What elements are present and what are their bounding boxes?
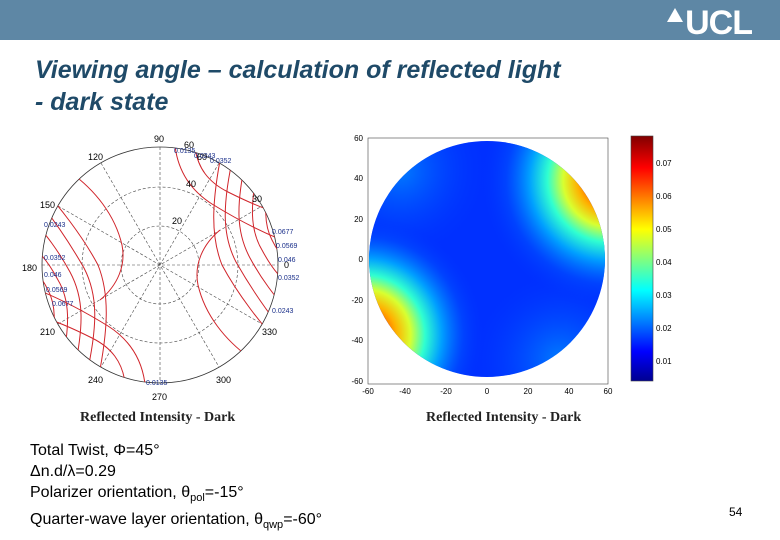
angle-label-0: 0 xyxy=(284,260,289,270)
angle-label-150: 150 xyxy=(40,200,55,210)
x-tick: 0 xyxy=(485,387,490,396)
qwp-text: Quarter-wave layer orientation, θ xyxy=(30,511,263,529)
angle-label-120: 120 xyxy=(88,152,103,162)
twist-param: Total Twist, Φ=45° xyxy=(30,442,160,459)
contour-label: 0.0243 xyxy=(194,153,216,160)
polar-radius-labels: 20 40 60 xyxy=(172,152,207,226)
y-tick: -20 xyxy=(351,296,363,305)
colorbar-tick: 0.03 xyxy=(656,291,672,300)
polarizer-param: Polarizer orientation, θpol=-15° xyxy=(30,482,322,509)
polar-grid xyxy=(42,147,278,383)
colorbar-tick: 0.01 xyxy=(656,357,672,366)
angle-label-240: 240 xyxy=(88,375,103,385)
map-caption: Reflected Intensity - Dark xyxy=(426,410,582,425)
contour-label: 0.0677 xyxy=(272,229,294,236)
polar-angle-labels: 90 60 30 0 330 300 270 240 210 180 150 1… xyxy=(22,134,289,402)
dnd-param: Δn.d/λ=0.29 xyxy=(30,463,116,480)
intensity-map: 60 40 20 0 -20 -40 -60 -60 -40 -20 0 20 … xyxy=(351,134,672,396)
map-x-ticks: -60 -40 -20 0 20 40 60 xyxy=(362,387,613,396)
colorbar-tick: 0.05 xyxy=(656,225,672,234)
angle-label-300: 300 xyxy=(216,375,231,385)
x-tick: 40 xyxy=(565,387,574,396)
polarizer-value: =-15° xyxy=(204,484,244,501)
polar-caption: Reflected Intensity - Dark xyxy=(80,410,236,425)
colorbar-tick: 0.07 xyxy=(656,159,672,168)
angle-label-330: 330 xyxy=(262,327,277,337)
qwp-param: Quarter-wave layer orientation, θqwp=-60… xyxy=(30,509,322,536)
map-y-ticks: 60 40 20 0 -20 -40 -60 xyxy=(351,134,363,386)
angle-label-180: 180 xyxy=(22,263,37,273)
polarizer-text: Polarizer orientation, θ xyxy=(30,484,191,501)
title-line-2: - dark state xyxy=(35,88,169,116)
polar-contour-labels: 0.0243 0.0352 0.046 0.0569 0.0677 0.0677… xyxy=(44,148,300,387)
y-tick: 0 xyxy=(359,255,364,264)
colorbar-tick: 0.02 xyxy=(656,324,672,333)
polar-plot: 90 60 30 0 330 300 270 240 210 180 150 1… xyxy=(22,134,300,402)
portico-icon xyxy=(667,8,684,22)
contour-label: 0.0352 xyxy=(210,158,232,165)
logo-text: UCL xyxy=(685,4,753,42)
angle-label-270: 270 xyxy=(152,392,167,402)
header-bar: UCL xyxy=(0,0,780,40)
radius-label-20: 20 xyxy=(172,216,182,226)
contour-label: 0.0677 xyxy=(52,301,74,308)
page-number: 54 xyxy=(729,505,743,519)
angle-label-30: 30 xyxy=(252,194,262,204)
y-tick: 60 xyxy=(354,134,363,143)
colorbar-tick: 0.04 xyxy=(656,258,672,267)
angle-label-90: 90 xyxy=(154,134,164,144)
x-tick: -60 xyxy=(362,387,374,396)
x-tick: 60 xyxy=(604,387,613,396)
x-tick: 20 xyxy=(524,387,533,396)
map-disc xyxy=(369,141,605,377)
colorbar-tick: 0.06 xyxy=(656,192,672,201)
qwp-sub: qwp xyxy=(263,519,284,532)
x-tick: -40 xyxy=(399,387,411,396)
y-tick: -40 xyxy=(351,336,363,345)
y-tick: 40 xyxy=(354,174,363,183)
parameter-list: Total Twist, Φ=45° Δn.d/λ=0.29 Polarizer… xyxy=(30,440,322,536)
contour-label: 0.0243 xyxy=(44,222,66,229)
contour-label: 0.0352 xyxy=(44,255,66,262)
y-tick: -60 xyxy=(351,377,363,386)
contour-label: 0.0569 xyxy=(46,287,68,294)
contour-label: 0.046 xyxy=(44,272,62,279)
x-tick: -20 xyxy=(440,387,452,396)
polar-outer-circle xyxy=(41,146,279,384)
ucl-logo: UCL xyxy=(667,4,753,42)
contour-label: 0.046 xyxy=(278,257,296,264)
qwp-value: =-60° xyxy=(283,511,323,529)
angle-label-210: 210 xyxy=(40,327,55,337)
contour-label: 0.0569 xyxy=(276,243,298,250)
contour-label: 0.0135 xyxy=(146,380,168,387)
radius-label-60: 60 xyxy=(197,152,207,162)
slide-title: Viewing angle – calculation of reflected… xyxy=(35,54,715,118)
y-tick: 20 xyxy=(354,215,363,224)
colorbar-ticks: 0.07 0.06 0.05 0.04 0.03 0.02 0.01 xyxy=(656,159,672,366)
angle-label-60: 60 xyxy=(184,140,194,150)
colorbar xyxy=(630,135,654,382)
contour-label: 0.0352 xyxy=(278,275,300,282)
contour-label: 0.0135 xyxy=(174,148,196,155)
contour-label: 0.0243 xyxy=(272,308,294,315)
polarizer-sub: pol xyxy=(190,492,205,505)
title-line-1: Viewing angle – calculation of reflected… xyxy=(35,56,561,84)
radius-label-40: 40 xyxy=(186,179,196,189)
